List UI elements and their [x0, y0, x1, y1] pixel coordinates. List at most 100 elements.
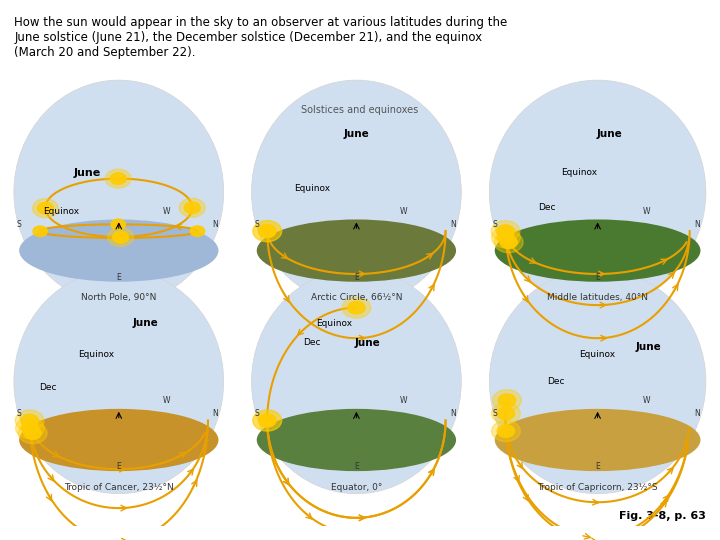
- Text: Tropic of Capricorn, 23½°S: Tropic of Capricorn, 23½°S: [537, 483, 658, 492]
- Text: June: June: [132, 318, 158, 328]
- Circle shape: [492, 390, 521, 411]
- Text: Dec: Dec: [547, 377, 565, 386]
- Circle shape: [258, 225, 276, 238]
- Circle shape: [184, 202, 200, 214]
- Text: S: S: [254, 220, 259, 228]
- Circle shape: [21, 414, 38, 427]
- Circle shape: [37, 202, 53, 214]
- Circle shape: [190, 226, 204, 237]
- Text: S: S: [492, 220, 497, 228]
- Text: S: S: [492, 409, 497, 418]
- Text: E: E: [354, 462, 359, 471]
- Text: Equinox: Equinox: [580, 350, 616, 359]
- Text: Equinox: Equinox: [316, 319, 352, 328]
- Circle shape: [111, 219, 125, 230]
- Text: W: W: [642, 207, 650, 215]
- Circle shape: [253, 410, 282, 431]
- Ellipse shape: [490, 80, 706, 305]
- Circle shape: [107, 227, 133, 246]
- Text: Equinox: Equinox: [294, 184, 330, 193]
- Circle shape: [105, 169, 131, 188]
- Text: Equator, 0°: Equator, 0°: [330, 483, 382, 492]
- Circle shape: [497, 225, 514, 238]
- Text: June: June: [73, 168, 101, 178]
- Ellipse shape: [19, 409, 218, 471]
- Text: E: E: [117, 273, 121, 282]
- Ellipse shape: [19, 219, 218, 282]
- Circle shape: [492, 227, 521, 248]
- Ellipse shape: [251, 269, 462, 494]
- Circle shape: [179, 198, 205, 217]
- Circle shape: [258, 414, 276, 427]
- Circle shape: [16, 417, 45, 438]
- Circle shape: [253, 410, 282, 431]
- Circle shape: [15, 410, 44, 431]
- Circle shape: [24, 427, 41, 440]
- Text: N: N: [450, 220, 456, 228]
- Circle shape: [110, 173, 126, 184]
- Text: N: N: [694, 220, 700, 228]
- Text: Equinox: Equinox: [43, 207, 79, 216]
- Text: Solstices and equinoxes: Solstices and equinoxes: [302, 105, 418, 115]
- Text: W: W: [162, 396, 170, 405]
- Ellipse shape: [495, 409, 701, 471]
- Text: Dec: Dec: [538, 203, 556, 212]
- Text: Middle latitudes, 40°N: Middle latitudes, 40°N: [547, 293, 648, 302]
- Circle shape: [112, 231, 128, 243]
- Circle shape: [114, 233, 128, 243]
- Circle shape: [498, 394, 516, 407]
- Text: W: W: [162, 207, 170, 215]
- Circle shape: [498, 231, 515, 244]
- Text: W: W: [642, 396, 650, 405]
- Circle shape: [491, 221, 520, 242]
- Ellipse shape: [257, 219, 456, 282]
- Text: June: June: [343, 129, 369, 139]
- Circle shape: [253, 221, 282, 242]
- Circle shape: [492, 403, 521, 424]
- Ellipse shape: [490, 269, 706, 494]
- Circle shape: [348, 301, 365, 314]
- Circle shape: [258, 414, 276, 427]
- Text: Dec: Dec: [303, 338, 320, 347]
- Circle shape: [33, 226, 48, 237]
- Circle shape: [500, 236, 518, 248]
- Text: E: E: [595, 462, 600, 471]
- Text: How the sun would appear in the sky to an observer at various latitudes during t: How the sun would appear in the sky to a…: [14, 16, 508, 59]
- Text: Equinox: Equinox: [561, 168, 597, 177]
- Text: E: E: [117, 462, 121, 471]
- Ellipse shape: [251, 80, 462, 305]
- Ellipse shape: [14, 269, 224, 494]
- Text: June: June: [596, 129, 622, 139]
- Text: North Pole, 90°N: North Pole, 90°N: [81, 293, 156, 302]
- Text: S: S: [17, 220, 22, 228]
- Circle shape: [258, 225, 276, 238]
- Text: E: E: [354, 273, 359, 282]
- Text: N: N: [212, 220, 218, 228]
- Text: Dec: Dec: [39, 383, 56, 392]
- Text: W: W: [400, 207, 408, 215]
- Ellipse shape: [14, 80, 224, 305]
- Text: N: N: [694, 409, 700, 418]
- Circle shape: [253, 221, 282, 242]
- Circle shape: [342, 297, 371, 318]
- Circle shape: [492, 421, 521, 442]
- Text: N: N: [450, 409, 456, 418]
- Text: Arctic Circle, 66½°N: Arctic Circle, 66½°N: [310, 293, 402, 302]
- Ellipse shape: [495, 219, 701, 282]
- Circle shape: [22, 422, 39, 435]
- Text: Fig. 3-8, p. 63: Fig. 3-8, p. 63: [618, 511, 706, 521]
- Text: June: June: [636, 342, 661, 352]
- Text: N: N: [212, 409, 218, 418]
- Text: S: S: [17, 409, 22, 418]
- Text: E: E: [595, 273, 600, 282]
- Text: W: W: [400, 396, 408, 405]
- Circle shape: [32, 199, 58, 218]
- Text: Equinox: Equinox: [78, 350, 114, 359]
- Circle shape: [498, 407, 515, 420]
- Circle shape: [495, 232, 523, 253]
- Text: Tropic of Cancer, 23½°N: Tropic of Cancer, 23½°N: [64, 483, 174, 492]
- Text: June: June: [355, 338, 380, 348]
- Ellipse shape: [257, 409, 456, 471]
- Circle shape: [18, 423, 47, 444]
- Text: S: S: [254, 409, 259, 418]
